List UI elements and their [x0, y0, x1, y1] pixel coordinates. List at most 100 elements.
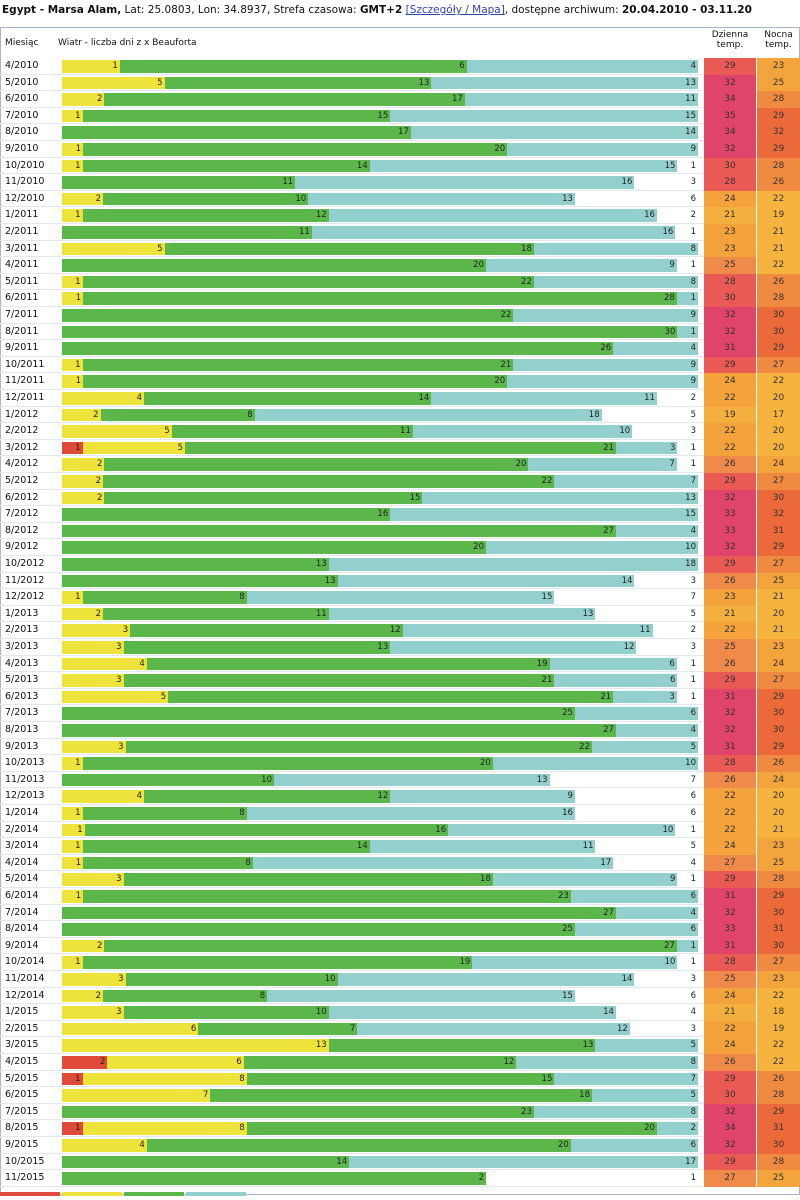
segment-count-label: 19: [459, 957, 471, 968]
month-label: 12/2013: [5, 790, 45, 802]
white-wind-segment: [676, 458, 698, 471]
row-separator: [0, 1102, 800, 1104]
teal-wind-segment: [615, 524, 698, 538]
row-separator: [0, 505, 800, 507]
night-temp-cell: 31: [757, 921, 800, 938]
row-separator: [0, 687, 800, 689]
row-separator: [0, 1003, 800, 1005]
segment-count-label: 17: [685, 1156, 696, 1167]
night-temp-cell: 29: [757, 141, 800, 158]
green-wind-segment: [198, 1022, 358, 1036]
day-temp-cell: 31: [704, 738, 756, 756]
month-label: 2/2013: [5, 624, 39, 636]
segment-count-label: 12: [503, 1057, 515, 1067]
row-separator: [0, 488, 800, 490]
segment-count-label: 4: [139, 658, 145, 669]
yellow-wind-segment: [62, 159, 83, 173]
segment-count-label: 15: [541, 592, 553, 603]
month-label: 9/2014: [5, 939, 39, 951]
teal-wind-segment: [472, 956, 678, 969]
teal-wind-segment: [369, 159, 678, 173]
segment-count-label: 9: [690, 376, 696, 387]
segment-count-label: 12: [315, 210, 327, 221]
month-label: 2/2012: [5, 425, 39, 437]
segment-count-label: 17: [600, 857, 612, 868]
white-wind-segment: [601, 408, 698, 422]
segment-count-label: 13: [377, 642, 389, 652]
green-wind-segment: [62, 923, 575, 936]
month-label: 4/2015: [5, 1056, 39, 1067]
green-wind-segment: [62, 309, 514, 322]
day-temp-cell: 23: [704, 240, 756, 258]
day-temp-cell: 26: [704, 771, 756, 789]
segment-count-label: 4: [690, 857, 696, 868]
segment-count-label: 1: [690, 326, 696, 337]
segment-count-label: 3: [116, 642, 122, 652]
teal-wind-segment: [677, 325, 698, 339]
segment-count-label: 27: [663, 940, 675, 951]
night-temp-cell: 28: [757, 1153, 800, 1171]
segment-count-label: 10: [662, 824, 674, 835]
row-separator: [0, 239, 800, 241]
segment-count-label: 9: [670, 874, 676, 885]
yellow-wind-segment: [82, 1122, 247, 1135]
row-separator: [0, 206, 800, 208]
green-wind-segment: [62, 1172, 486, 1185]
segment-count-label: 20: [515, 459, 527, 470]
teal-wind-segment: [337, 574, 635, 588]
segment-count-label: 13: [582, 608, 594, 619]
day-temp-cell: 31: [704, 340, 756, 357]
details-map-link[interactable]: [Szczegóły / Mapa]: [405, 4, 505, 16]
yellow-wind-segment: [82, 1072, 247, 1086]
segment-count-label: 23: [557, 891, 569, 901]
yellow-wind-segment: [62, 624, 131, 637]
teal-wind-segment: [254, 408, 602, 422]
segment-count-label: 21: [541, 675, 553, 686]
day-temp-cell: 29: [704, 356, 756, 374]
white-wind-segment: [675, 823, 698, 837]
month-label: 6/2015: [5, 1089, 39, 1101]
segment-count-label: 8: [245, 857, 251, 868]
month-label: 10/2012: [5, 558, 45, 569]
night-temp-cell: 23: [757, 639, 800, 656]
green-wind-segment: [62, 508, 391, 521]
yellow-wind-segment: [62, 657, 147, 671]
night-temp-cell: 23: [757, 971, 800, 988]
segment-count-label: 6: [236, 1057, 242, 1067]
segment-count-label: 21: [600, 691, 612, 702]
yellow-wind-segment: [62, 956, 83, 969]
day-temp-cell: 34: [704, 91, 756, 108]
month-label: 7/2012: [5, 508, 39, 520]
night-temp-cell: 20: [757, 805, 800, 822]
night-temp-cell: 31: [757, 1120, 800, 1137]
green-wind-segment: [83, 292, 677, 305]
segment-count-label: 1: [690, 227, 696, 237]
segment-count-label: 1: [75, 808, 81, 818]
month-label: 6/2013: [5, 690, 39, 702]
teal-wind-segment: [410, 126, 698, 139]
month-label: 10/2014: [5, 956, 45, 968]
night-temp-cell: 29: [757, 539, 800, 556]
teal-wind-segment: [676, 292, 698, 305]
segment-count-label: 28: [663, 293, 675, 304]
white-wind-segment: [675, 226, 698, 239]
row-separator: [0, 770, 800, 772]
segment-count-label: 14: [336, 1156, 348, 1167]
segment-count-label: 1: [75, 144, 82, 154]
segment-count-label: 20: [557, 1140, 569, 1150]
segment-count-label: 12: [617, 1023, 628, 1034]
green-wind-segment: [164, 242, 534, 256]
white-wind-segment: [636, 641, 698, 654]
segment-count-label: 6: [690, 990, 696, 1001]
month-label: 11/2015: [5, 1172, 45, 1184]
teal-wind-segment: [448, 823, 676, 837]
row-separator: [0, 936, 800, 938]
segment-count-label: 15: [409, 492, 421, 503]
month-label: 1/2013: [5, 607, 39, 619]
row-separator: [0, 306, 800, 307]
day-temp-cell: 19: [704, 406, 756, 424]
segment-count-label: 1: [690, 691, 696, 702]
segment-count-label: 1: [690, 957, 696, 968]
row-separator: [0, 1053, 800, 1054]
green-wind-segment: [62, 176, 296, 189]
